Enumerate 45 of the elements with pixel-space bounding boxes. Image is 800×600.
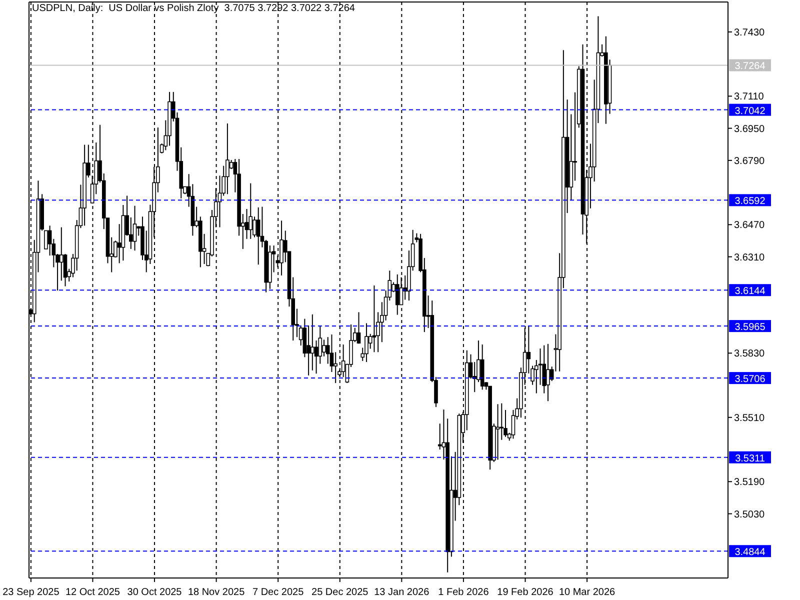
ref-line-label: 3.6144 bbox=[734, 286, 766, 298]
candlestick bbox=[334, 352, 338, 384]
y-tick-label: 3.5830 bbox=[734, 348, 766, 360]
x-tick-label: 10 Mar 2026 bbox=[558, 587, 616, 598]
x-tick-label: 12 Oct 2025 bbox=[65, 587, 120, 598]
candlestick bbox=[496, 404, 500, 460]
x-tick-label: 25 Dec 2025 bbox=[312, 587, 369, 598]
x-tick-label: 13 Jan 2026 bbox=[374, 587, 430, 598]
x-tick-label: 19 Feb 2026 bbox=[497, 587, 554, 598]
y-tick-label: 3.5190 bbox=[734, 477, 766, 488]
ref-line-label: 3.7264 bbox=[734, 61, 766, 72]
candlestick bbox=[322, 339, 326, 357]
y-tick-label: 3.7110 bbox=[734, 92, 764, 103]
candlestick bbox=[395, 274, 400, 316]
y-tick-label: 3.6790 bbox=[734, 156, 766, 167]
candlestick bbox=[364, 322, 368, 362]
candlestick bbox=[132, 205, 137, 252]
ref-line-label: 3.5311 bbox=[735, 453, 766, 464]
candlestick bbox=[356, 312, 361, 344]
ref-line-label: 3.5706 bbox=[734, 374, 766, 386]
chart-title: USDPLN, Daily: US Dollar vs Polish Zloty 3.7075 3.7292 3.7022 3.7264 bbox=[32, 3, 355, 14]
candlestick bbox=[256, 206, 260, 266]
x-tick-label: 1 Feb 2026 bbox=[438, 587, 490, 598]
candlestick bbox=[438, 423, 442, 450]
candlestick bbox=[546, 343, 550, 402]
ref-line-label: 3.6592 bbox=[734, 196, 766, 208]
x-tick-label: 23 Sep 2025 bbox=[2, 587, 60, 598]
candlestick bbox=[310, 314, 314, 371]
candlestick bbox=[248, 182, 253, 240]
y-tick-label: 3.5030 bbox=[734, 509, 766, 520]
candlestick bbox=[500, 402, 504, 440]
candlestick bbox=[372, 284, 376, 353]
y-tick-label: 3.7430 bbox=[734, 27, 766, 38]
y-tick-label: 3.6470 bbox=[734, 220, 766, 232]
candlestick bbox=[59, 226, 64, 282]
x-tick-label: 7 Dec 2025 bbox=[252, 587, 304, 598]
ref-line-label: 3.5965 bbox=[734, 322, 766, 334]
x-tick-label: 18 Nov 2025 bbox=[188, 587, 246, 598]
x-tick-label: 30 Oct 2025 bbox=[127, 587, 182, 598]
y-tick-label: 3.6310 bbox=[734, 252, 766, 264]
candlestick bbox=[226, 122, 230, 195]
ref-line-label: 3.4844 bbox=[734, 547, 766, 558]
y-tick-label: 3.6950 bbox=[734, 124, 766, 135]
y-tick-label: 3.5510 bbox=[734, 412, 766, 424]
ref-line-label: 3.7042 bbox=[734, 106, 766, 117]
